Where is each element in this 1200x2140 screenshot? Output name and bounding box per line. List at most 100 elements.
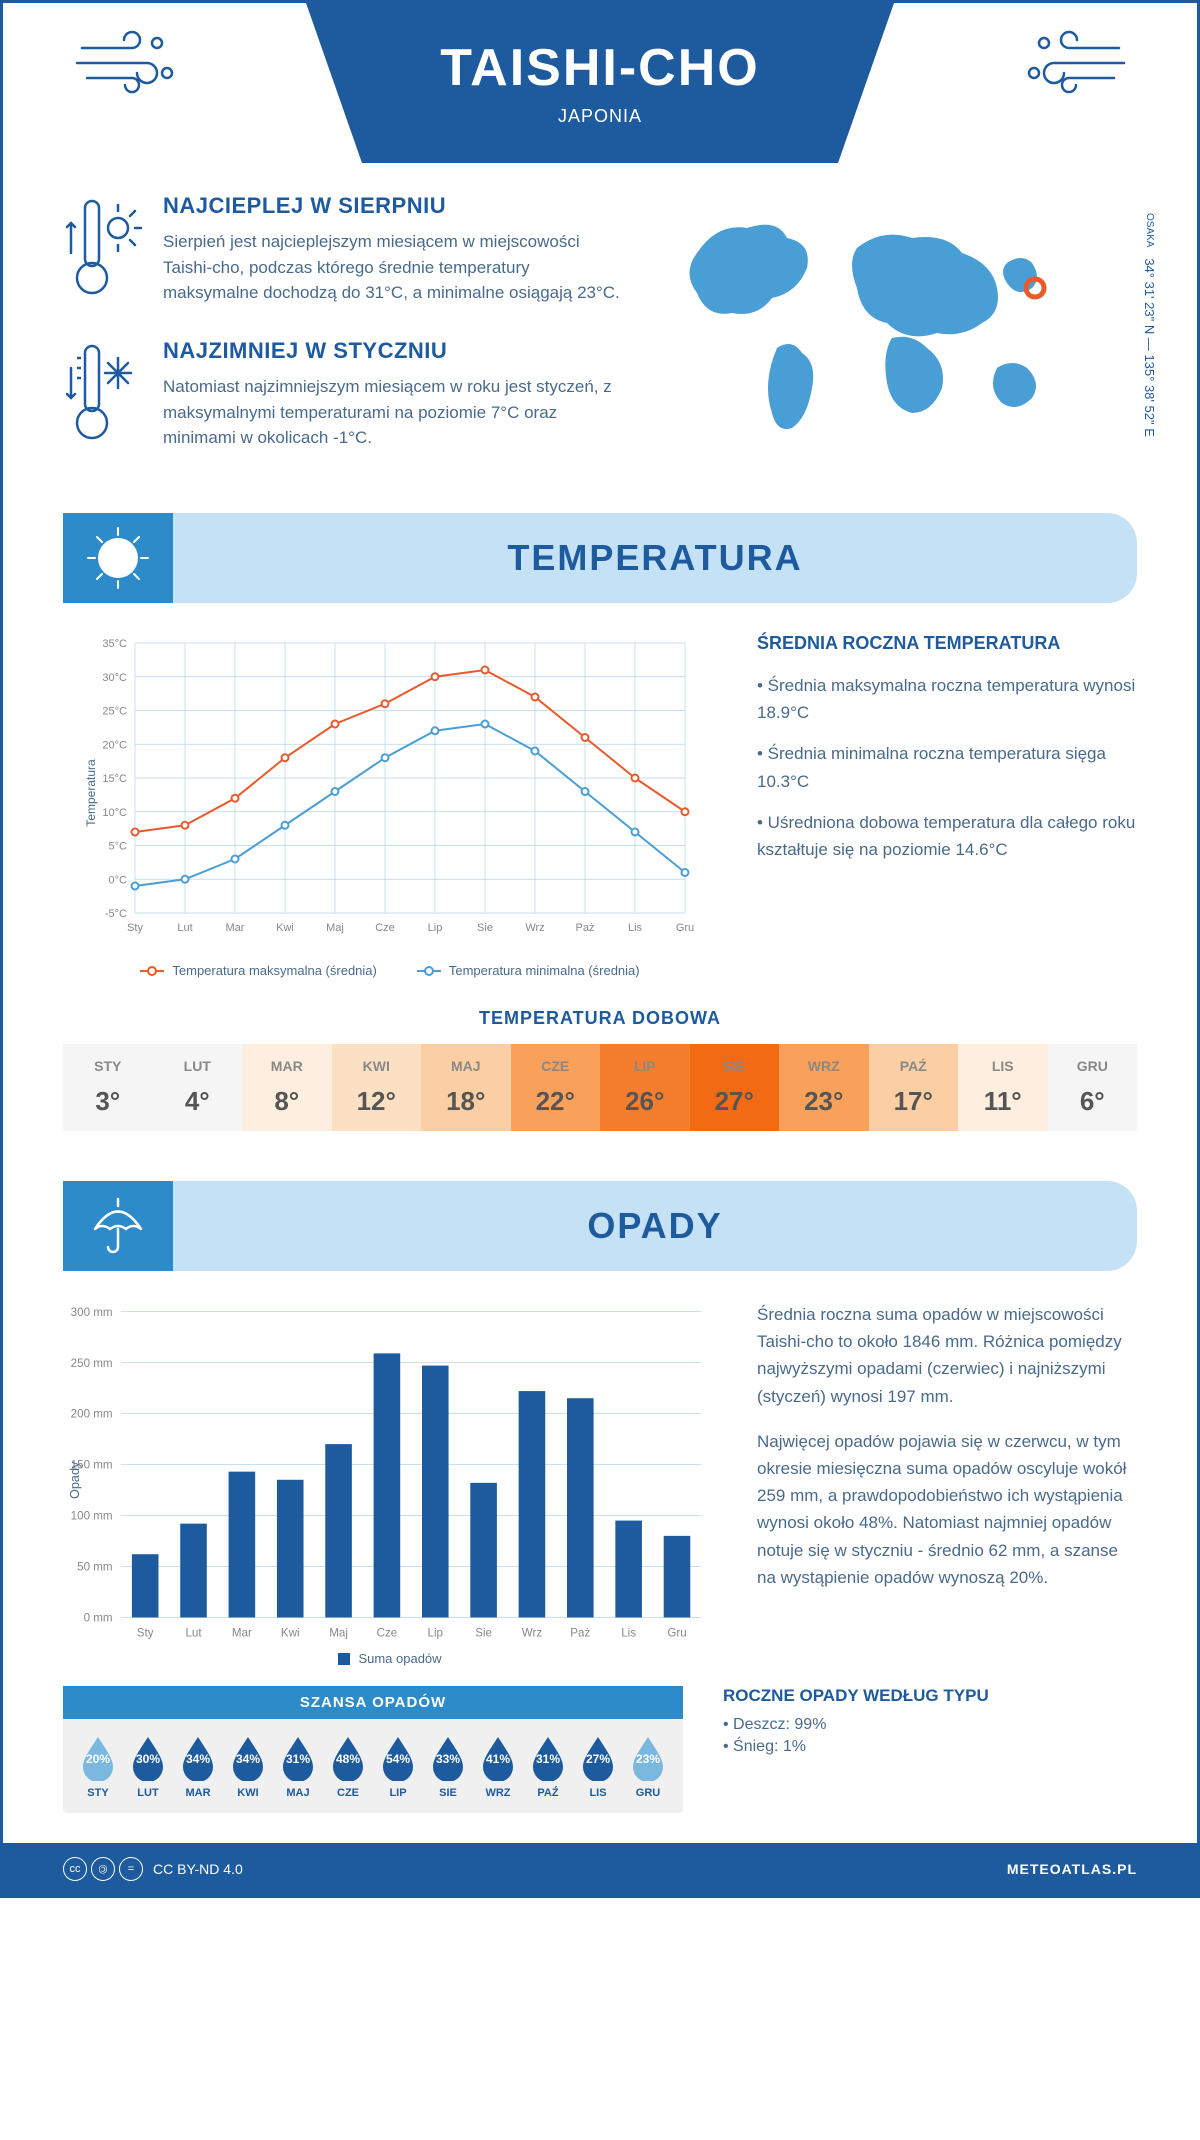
svg-text:50 mm: 50 mm [77, 1561, 112, 1574]
legend-min: #sw-min::after{border-color:#4a9ed6} Tem… [417, 963, 640, 978]
chance-cell: 27%LIS [573, 1733, 623, 1799]
page-title: TAISHI-CHO [250, 38, 950, 98]
svg-text:250 mm: 250 mm [71, 1357, 113, 1370]
daily-cell: GRU6° [1048, 1044, 1138, 1131]
temperature-info: ŚREDNIA ROCZNA TEMPERATURA • Średnia mak… [757, 633, 1137, 978]
svg-text:Kwi: Kwi [281, 1626, 300, 1639]
svg-text:Lut: Lut [177, 922, 192, 934]
wind-icon-left [72, 23, 182, 108]
svg-text:Cze: Cze [375, 922, 395, 934]
chance-cell: 31%MAJ [273, 1733, 323, 1799]
svg-text:Wrz: Wrz [522, 1626, 543, 1639]
footer: cc🄯= CC BY-ND 4.0 METEOATLAS.PL [3, 1843, 1197, 1895]
intro-section: NAJCIEPLEJ W SIERPNIU Sierpień jest najc… [63, 193, 1137, 483]
chance-cell: 41%WRZ [473, 1733, 523, 1799]
svg-text:0 mm: 0 mm [84, 1612, 113, 1625]
page-subtitle: JAPONIA [250, 106, 950, 127]
daily-cell: MAJ18° [421, 1044, 511, 1131]
daily-cell: LIP26° [600, 1044, 690, 1131]
chance-cell: 31%PAŹ [523, 1733, 573, 1799]
chance-cell: 20%STY [73, 1733, 123, 1799]
daily-temp-title: TEMPERATURA DOBOWA [63, 1008, 1137, 1029]
svg-text:Maj: Maj [329, 1626, 348, 1639]
thermometer-cold-icon [63, 338, 143, 453]
svg-text:Temperatura: Temperatura [84, 759, 98, 827]
chance-cell: 34%KWI [223, 1733, 273, 1799]
umbrella-icon [63, 1181, 173, 1271]
svg-text:-5°C: -5°C [105, 908, 127, 920]
svg-text:Maj: Maj [326, 922, 344, 934]
svg-text:Mar: Mar [232, 1626, 252, 1639]
chance-cell: 30%LUT [123, 1733, 173, 1799]
legend-max: #sw-max::after{border-color:#e85a2c} Tem… [140, 963, 376, 978]
svg-text:Sty: Sty [127, 922, 143, 934]
coldest-text: Natomiast najzimniejszym miesiącem w rok… [163, 374, 627, 451]
precipitation-bar-chart: 0 mm50 mm100 mm150 mm200 mm250 mm300 mmS… [63, 1301, 717, 1666]
sun-icon [63, 513, 173, 603]
temperature-section-header: TEMPERATURA [63, 513, 1137, 603]
chance-cell: 54%LIP [373, 1733, 423, 1799]
svg-text:Lis: Lis [628, 922, 643, 934]
svg-text:Lip: Lip [428, 1626, 443, 1639]
svg-text:15°C: 15°C [102, 773, 127, 785]
wind-icon-right [1019, 23, 1129, 108]
chance-cell: 48%CZE [323, 1733, 373, 1799]
svg-text:0°C: 0°C [109, 874, 128, 886]
svg-text:Lip: Lip [428, 922, 443, 934]
daily-cell: WRZ23° [779, 1044, 869, 1131]
daily-cell: MAR8° [242, 1044, 332, 1131]
svg-text:20°C: 20°C [102, 739, 127, 751]
daily-cell: PAŹ17° [869, 1044, 959, 1131]
hottest-block: NAJCIEPLEJ W SIERPNIU Sierpień jest najc… [63, 193, 627, 308]
daily-cell: KWI12° [332, 1044, 422, 1131]
svg-text:30°C: 30°C [102, 672, 127, 684]
svg-text:Lut: Lut [185, 1626, 202, 1639]
svg-text:100 mm: 100 mm [71, 1510, 113, 1523]
svg-text:25°C: 25°C [102, 706, 127, 718]
daily-cell: SIE27° [690, 1044, 780, 1131]
svg-text:Kwi: Kwi [276, 922, 294, 934]
header: TAISHI-CHO JAPONIA [3, 3, 1197, 163]
svg-text:300 mm: 300 mm [71, 1306, 113, 1319]
precipitation-by-type: ROCZNE OPADY WEDŁUG TYPU • Deszcz: 99% •… [723, 1686, 989, 1760]
hottest-text: Sierpień jest najcieplejszym miesiącem w… [163, 229, 627, 306]
svg-text:Gru: Gru [676, 922, 694, 934]
chance-cell: 34%MAR [173, 1733, 223, 1799]
precipitation-section-header: OPADY [63, 1181, 1137, 1271]
cc-license-icons: cc🄯= [63, 1857, 143, 1881]
svg-text:Gru: Gru [667, 1626, 686, 1639]
svg-text:Mar: Mar [226, 922, 245, 934]
daily-temp-grid: STY3°LUT4°MAR8°KWI12°MAJ18°CZE22°LIP26°S… [63, 1044, 1137, 1131]
precipitation-info: Średnia roczna suma opadów w miejscowośc… [757, 1301, 1137, 1666]
precipitation-heading: OPADY [173, 1205, 1137, 1247]
site-name: METEOATLAS.PL [1007, 1861, 1137, 1877]
svg-text:5°C: 5°C [109, 841, 128, 853]
temperature-heading: TEMPERATURA [173, 537, 1137, 579]
svg-text:Sty: Sty [137, 1626, 154, 1639]
thermometer-hot-icon [63, 193, 143, 308]
chance-cell: 33%SIE [423, 1733, 473, 1799]
coldest-title: NAJZIMNIEJ W STYCZNIU [163, 338, 627, 364]
svg-text:Wrz: Wrz [525, 922, 544, 934]
precipitation-chance-box: SZANSA OPADÓW 20%STY30%LUT34%MAR34%KWI31… [63, 1686, 683, 1813]
coordinates: OSAKA 34° 31' 23" N — 135° 38' 52" E [1142, 213, 1157, 437]
license-text: CC BY-ND 4.0 [153, 1861, 243, 1877]
temperature-line-chart: -5°C0°C5°C10°C15°C20°C25°C30°C35°CStyLut… [63, 633, 717, 978]
daily-cell: STY3° [63, 1044, 153, 1131]
coldest-block: NAJZIMNIEJ W STYCZNIU Natomiast najzimni… [63, 338, 627, 453]
legend-precip: Suma opadów [338, 1651, 441, 1666]
svg-text:10°C: 10°C [102, 807, 127, 819]
daily-cell: CZE22° [511, 1044, 601, 1131]
world-map-box: OSAKA 34° 31' 23" N — 135° 38' 52" E [657, 193, 1137, 483]
daily-cell: LIS11° [958, 1044, 1048, 1131]
hottest-title: NAJCIEPLEJ W SIERPNIU [163, 193, 627, 219]
svg-text:Sie: Sie [477, 922, 493, 934]
chance-cell: 23%GRU [623, 1733, 673, 1799]
svg-text:Paż: Paż [570, 1626, 590, 1639]
svg-text:Sie: Sie [475, 1626, 492, 1639]
daily-cell: LUT4° [153, 1044, 243, 1131]
svg-text:Cze: Cze [377, 1626, 398, 1639]
svg-text:Paż: Paż [576, 922, 595, 934]
svg-text:200 mm: 200 mm [71, 1408, 113, 1421]
svg-text:Opady: Opady [68, 1461, 82, 1499]
